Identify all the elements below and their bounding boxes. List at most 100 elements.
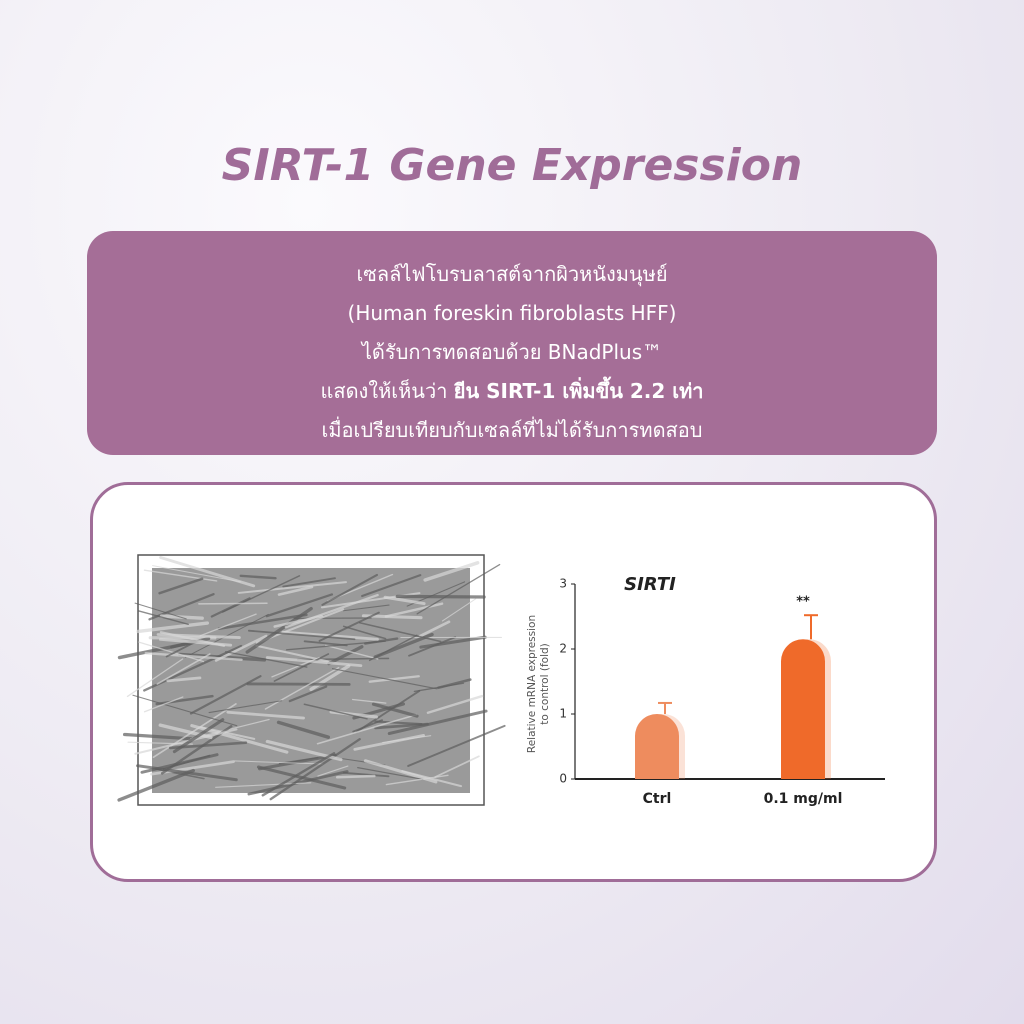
cell	[237, 581, 347, 594]
cell	[335, 774, 376, 779]
cell-texture	[117, 556, 506, 802]
cell	[136, 621, 210, 634]
cell	[303, 703, 368, 720]
cell	[383, 595, 426, 606]
cell	[257, 753, 337, 771]
cell	[331, 668, 438, 690]
cell	[137, 610, 189, 626]
cell	[423, 561, 480, 582]
cell	[419, 635, 487, 649]
cell	[418, 620, 451, 638]
cell	[368, 634, 418, 662]
cell	[342, 604, 390, 612]
cell	[143, 696, 184, 713]
cell	[316, 713, 418, 745]
title: SIRT-1 Gene Expression	[221, 140, 803, 191]
cell	[351, 698, 387, 704]
cell	[172, 718, 225, 754]
cell	[401, 770, 463, 788]
cell	[234, 760, 324, 765]
description-line: แสดงให้เห็นว่า ยีน SIRT-1 เพิ่มขึ้น 2.2 …	[87, 372, 937, 411]
cell	[144, 651, 243, 661]
cell	[361, 574, 422, 598]
cell	[214, 634, 268, 662]
cell	[356, 689, 421, 733]
bar	[635, 714, 679, 779]
cell	[152, 565, 242, 583]
cell	[371, 702, 419, 718]
cell	[269, 738, 361, 801]
cell	[426, 694, 484, 714]
y-tick-label: 1	[559, 707, 567, 721]
cell	[416, 563, 501, 615]
bar	[781, 639, 825, 779]
cell	[208, 700, 283, 714]
cell	[327, 645, 364, 666]
y-axis-label: Relative mRNA expression	[526, 615, 538, 753]
cell	[134, 602, 187, 620]
cell	[342, 625, 387, 640]
significance: **	[796, 595, 810, 610]
cell	[353, 733, 425, 751]
cell	[122, 732, 193, 741]
cell	[273, 614, 323, 628]
cell	[162, 754, 211, 770]
cell	[143, 569, 218, 582]
cell	[317, 765, 349, 777]
cell	[441, 598, 477, 622]
cell	[156, 653, 211, 685]
cell	[198, 602, 268, 605]
cell-image	[152, 568, 470, 793]
cell	[117, 768, 195, 802]
cell	[245, 606, 313, 654]
description-text: แสดงให้เห็นว่า	[320, 379, 448, 403]
cell	[277, 585, 314, 596]
cell	[384, 602, 444, 618]
cell	[224, 651, 308, 668]
cell	[385, 774, 449, 786]
cell	[199, 613, 257, 637]
description-line: เมื่อเปรียบเทียบกับเซลล์ที่ไม่ได้รับการท…	[321, 418, 703, 442]
cell	[136, 764, 238, 782]
cell	[158, 723, 213, 740]
cell	[273, 653, 330, 682]
cell	[127, 741, 193, 745]
cell	[434, 755, 480, 778]
description-highlight: ยีน SIRT-1 เพิ่มขึ้น 2.2 เท่า	[453, 379, 704, 403]
cell	[342, 771, 390, 778]
cell	[407, 724, 506, 767]
cell	[261, 752, 336, 797]
cell	[226, 710, 305, 720]
y-tick-label: 3	[559, 577, 567, 591]
description-line: (Human foreskin fibroblasts HFF)	[347, 301, 677, 325]
cell	[318, 611, 380, 642]
cell	[156, 633, 241, 639]
description-box: เซลล์ไฟโบรบลาสต์จากผิวหนังมนุษย์ (Human …	[87, 231, 937, 455]
cell	[285, 640, 386, 651]
y-tick-label: 2	[559, 642, 567, 656]
cell	[374, 720, 423, 726]
cell	[408, 636, 457, 657]
cell	[324, 644, 379, 660]
cell	[321, 573, 379, 606]
y-axis-label: to control (fold)	[539, 643, 551, 725]
cell	[382, 735, 432, 744]
cell	[413, 682, 465, 693]
description-line: เซลล์ไฟโบรบลาสต์จากผิวหนังมนุษย์	[356, 262, 668, 286]
cell	[221, 575, 301, 613]
x-tick-label: 0.1 mg/ml	[764, 791, 843, 807]
cell	[288, 685, 328, 703]
cell	[357, 767, 424, 780]
cell	[247, 770, 349, 796]
chart-title: SIRTI	[624, 574, 676, 595]
cell	[368, 675, 420, 683]
cell	[265, 593, 334, 618]
cell	[276, 720, 331, 739]
description-line: ได้รับการทดสอบด้วย BNadPlus™	[361, 340, 663, 364]
cell	[282, 577, 336, 588]
cell	[387, 709, 488, 735]
cell	[158, 577, 204, 595]
cell	[210, 597, 251, 618]
cell	[265, 656, 363, 668]
